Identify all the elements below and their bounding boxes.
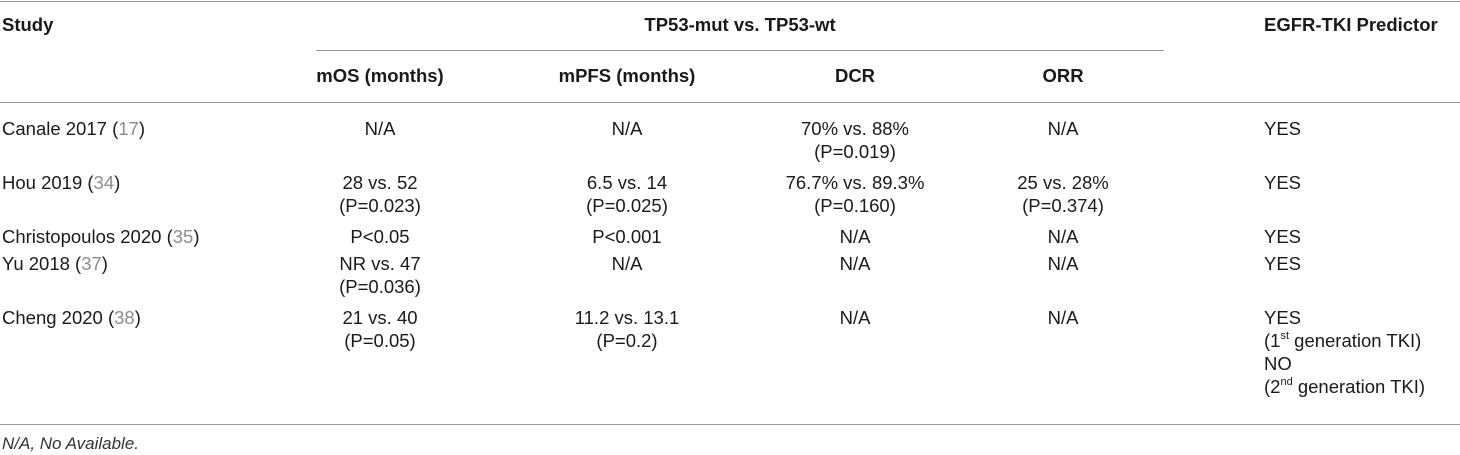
- header-orr: ORR: [1042, 65, 1084, 86]
- cell-mpfs: 11.2 vs. 13.1 (P=0.2): [574, 307, 680, 351]
- cell-orr: N/A: [1047, 226, 1079, 247]
- table-row-study: Canale 2017 (17): [2, 117, 145, 140]
- table-row-study: Cheng 2020 (38): [2, 306, 141, 329]
- cell-dcr: N/A: [839, 226, 871, 247]
- cell-mos: 28 vs. 52 (P=0.023): [339, 172, 421, 216]
- reference-link[interactable]: (17): [112, 118, 145, 139]
- cell-orr: N/A: [1047, 253, 1079, 274]
- cell-dcr: 70% vs. 88% (P=0.019): [801, 118, 909, 162]
- cell-predictor: YES: [1264, 226, 1302, 247]
- cell-predictor: YES: [1264, 118, 1302, 139]
- cell-mos: P<0.05: [350, 226, 410, 247]
- cell-mpfs: 6.5 vs. 14 (P=0.025): [586, 172, 668, 216]
- table-row-study: Yu 2018 (37): [2, 252, 108, 275]
- cell-predictor: YES: [1264, 172, 1302, 193]
- header-mos: mOS (months): [316, 65, 444, 86]
- cell-orr: N/A: [1047, 307, 1079, 328]
- cell-dcr: N/A: [839, 307, 871, 328]
- reference-link[interactable]: (37): [75, 253, 108, 274]
- cell-mpfs: N/A: [611, 253, 643, 274]
- table-bottom-rule: [0, 424, 1460, 425]
- table-row-study: Christopoulos 2020 (35): [2, 225, 199, 248]
- cell-mpfs: N/A: [611, 118, 643, 139]
- group-header-rule: [316, 50, 1164, 51]
- cell-mos: NR vs. 47 (P=0.036): [339, 253, 421, 297]
- table-row-study: Hou 2019 (34): [2, 171, 120, 194]
- header-study: Study: [2, 14, 54, 35]
- header-predictor: EGFR-TKI Predictor: [1264, 14, 1438, 35]
- header-mpfs: mPFS (months): [558, 65, 696, 86]
- header-dcr: DCR: [834, 65, 876, 86]
- header-group: TP53-mut vs. TP53-wt: [644, 14, 836, 35]
- table-footnote: N/A, No Available.: [2, 434, 140, 453]
- cell-mos: 21 vs. 40 (P=0.05): [342, 307, 418, 351]
- study-name: Canale 2017: [2, 118, 107, 139]
- study-name: Yu 2018: [2, 253, 70, 274]
- study-name: Cheng 2020: [2, 307, 103, 328]
- study-name: Christopoulos 2020: [2, 226, 162, 247]
- cell-dcr: N/A: [839, 253, 871, 274]
- study-name: Hou 2019: [2, 172, 83, 193]
- top-rule: [0, 1, 1460, 2]
- reference-link[interactable]: (34): [87, 172, 121, 193]
- cell-mos: N/A: [364, 118, 396, 139]
- reference-link[interactable]: (38): [107, 307, 141, 328]
- reference-link[interactable]: (35): [166, 226, 200, 247]
- cell-dcr: 76.7% vs. 89.3% (P=0.160): [785, 172, 925, 216]
- cell-predictor: YES (1st generation TKI) NO (2nd generat…: [1264, 307, 1426, 397]
- cell-orr: 25 vs. 28% (P=0.374): [1017, 172, 1109, 216]
- cell-orr: N/A: [1047, 118, 1079, 139]
- cell-predictor: YES: [1264, 253, 1302, 274]
- header-bottom-rule: [0, 102, 1460, 103]
- cell-mpfs: P<0.001: [592, 226, 662, 247]
